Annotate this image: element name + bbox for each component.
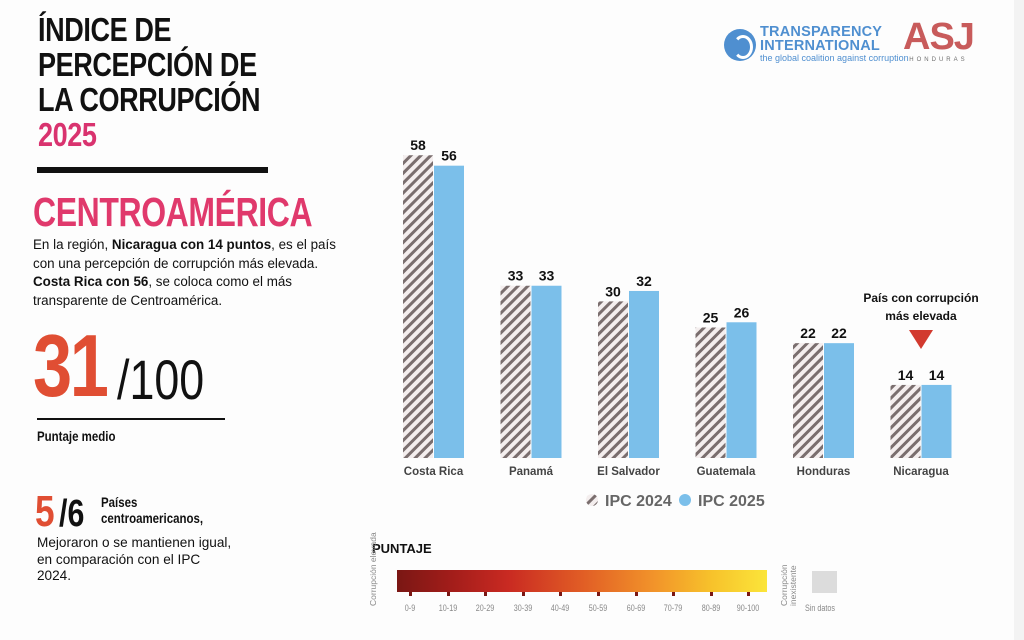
value-label: 26 <box>734 304 750 320</box>
legend-swatch-ipc-2025 <box>679 494 691 506</box>
scale-tick <box>484 592 488 596</box>
bar-honduras-ipc-2025 <box>824 343 854 458</box>
bar-el-salvador-ipc-2025 <box>629 290 659 458</box>
legend-label-ipc-2024: IPC 2024 <box>605 493 672 510</box>
desc-text-3: , se coloca como el más transparente de … <box>33 274 292 308</box>
bar-costa-rica-ipc-2025 <box>434 165 464 458</box>
scale-gradient-bar <box>397 570 767 592</box>
scale-right-label: Corrupción inexistente <box>779 564 798 606</box>
average-out-of: /100 <box>117 348 205 411</box>
category-label-costa-rica: Costa Rica <box>404 466 464 478</box>
category-label-panam-: Panamá <box>509 466 554 478</box>
scale-tick <box>747 592 751 596</box>
no-data-label: Sin datos <box>805 603 836 613</box>
bar-costa-rica-ipc-2024 <box>403 155 433 459</box>
desc-bold-1: Nicaragua con 14 puntos <box>111 237 272 252</box>
title-line-1: ÍNDICE DE <box>38 11 172 48</box>
scale-range-label: 30-39 <box>513 603 533 613</box>
value-label: 56 <box>441 148 457 164</box>
scale-range-label: 20-29 <box>475 603 495 613</box>
bar-nicaragua-ipc-2025 <box>921 384 952 458</box>
bar-panam--ipc-2025 <box>531 285 562 458</box>
asj-logo: ASJ HONDURAS <box>903 16 975 64</box>
value-label: 58 <box>410 137 426 153</box>
desc-bold-2: Costa Rica con 56 <box>33 274 149 289</box>
scale-left-label: Corrupción elevada <box>368 532 378 606</box>
scale-range-label: 10-19 <box>438 603 457 613</box>
annotation-line-2: más elevada <box>885 309 957 323</box>
title-line-3: LA CORRUPCIÓN <box>38 81 261 118</box>
value-label: 25 <box>703 310 719 326</box>
improved-description: Mejoraron o se mantienen igual, en compa… <box>37 535 232 583</box>
scale-range-label: 80-89 <box>701 603 721 613</box>
scale-tick <box>446 592 450 596</box>
category-label-honduras: Honduras <box>797 466 851 478</box>
region-heading: CENTROAMÉRICA <box>33 189 313 235</box>
scale-tick <box>634 592 638 596</box>
title-divider <box>37 167 268 173</box>
value-label: 22 <box>831 325 847 341</box>
chart-legend: IPC 2024 IPC 2025 <box>586 493 765 510</box>
scale-range-label: 50-59 <box>588 603 608 613</box>
scale-tick <box>409 592 412 596</box>
region-description: En la región, Nicaragua con 14 puntos, e… <box>33 236 343 310</box>
ti-name-line-2: INTERNATIONAL <box>760 38 880 54</box>
scale-title: PUNTAJE <box>372 541 432 556</box>
page-title: ÍNDICE DE PERCEPCIÓN DE LA CORRUPCIÓN 20… <box>38 11 261 153</box>
asj-main: ASJ <box>903 16 975 58</box>
bar-honduras-ipc-2024 <box>793 343 823 458</box>
average-label: Puntaje medio <box>37 428 116 444</box>
legend-label-ipc-2025: IPC 2025 <box>698 493 765 510</box>
category-label-nicaragua: Nicaragua <box>893 466 949 478</box>
bar-el-salvador-ipc-2024 <box>598 301 628 458</box>
scale-range-label: 90-100 <box>737 603 760 613</box>
page-edge <box>1014 0 1024 640</box>
value-label: 14 <box>898 367 914 383</box>
category-label-el-salvador: El Salvador <box>597 466 660 478</box>
improved-label-line-1: Países <box>101 494 138 510</box>
bar-guatemala-ipc-2025 <box>726 322 757 458</box>
asj-sub: HONDURAS <box>909 57 968 63</box>
scale-tick <box>521 592 525 596</box>
desc-text-2: , es el país con una percepción de corru… <box>33 237 336 271</box>
value-label: 30 <box>605 283 621 299</box>
scale-tick <box>559 592 563 596</box>
ti-name-line-1: TRANSPARENCY <box>760 24 883 40</box>
scale-range-label: 70-79 <box>663 603 683 613</box>
improved-total: /6 <box>59 493 85 535</box>
average-score: 31 /100 <box>33 316 204 415</box>
category-label-guatemala: Guatemala <box>697 466 756 478</box>
improved-count: 5 <box>35 487 55 536</box>
legend-swatch-ipc-2024 <box>586 494 598 506</box>
title-year: 2025 <box>38 116 97 153</box>
desc-text-1: En la región, <box>33 237 112 252</box>
scale-range-label: 40-49 <box>551 603 570 613</box>
improved-label: Países centroamericanos, <box>101 494 203 526</box>
average-divider <box>37 418 225 420</box>
value-label: 33 <box>508 268 524 284</box>
annotation-line-1: País con corrupción <box>863 291 978 305</box>
bar-nicaragua-ipc-2024 <box>890 384 921 458</box>
scale-tick <box>672 592 676 596</box>
ti-tagline: the global coalition against corruption <box>760 53 909 63</box>
value-label: 14 <box>929 367 945 383</box>
scale-tick <box>709 592 713 596</box>
scale-range-label: 0-9 <box>404 603 416 613</box>
scale-tick <box>597 592 600 596</box>
value-label: 32 <box>636 273 652 289</box>
bar-panam--ipc-2024 <box>500 285 531 458</box>
improved-label-line-2: centroamericanos, <box>101 510 204 526</box>
average-value: 31 <box>33 316 109 415</box>
bar-guatemala-ipc-2024 <box>695 327 726 458</box>
value-label: 33 <box>539 268 555 284</box>
no-data-swatch <box>812 571 837 593</box>
ti-globe-icon <box>724 28 756 61</box>
title-line-2: PERCEPCIÓN DE <box>38 46 257 83</box>
value-label: 22 <box>800 325 816 341</box>
transparency-international-logo: TRANSPARENCY INTERNATIONAL the global co… <box>724 25 909 64</box>
scale-range-label: 60-69 <box>626 603 645 613</box>
down-triangle-icon <box>909 330 933 349</box>
